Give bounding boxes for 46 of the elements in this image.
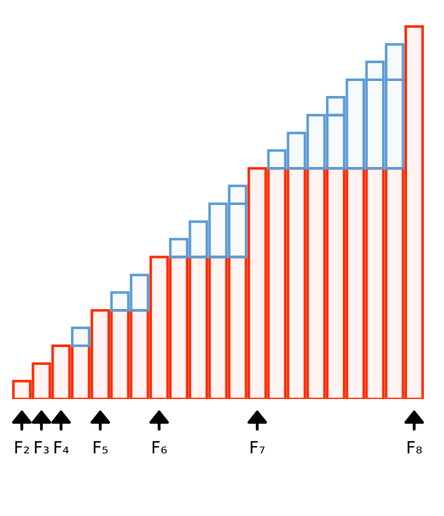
bar <box>208 256 228 399</box>
bar <box>90 309 110 399</box>
bar <box>306 167 326 399</box>
bar <box>306 114 326 170</box>
bar <box>286 132 306 170</box>
bar <box>326 167 346 399</box>
bar <box>365 60 385 81</box>
x-tick-label: F₄ <box>54 441 69 454</box>
bar <box>228 202 248 258</box>
bar <box>286 167 306 399</box>
bar <box>365 78 385 170</box>
bar <box>346 78 366 170</box>
bar <box>404 25 424 399</box>
bar <box>51 344 71 399</box>
bar <box>267 167 287 399</box>
bar <box>248 167 267 399</box>
bar <box>228 184 248 206</box>
bar <box>32 362 52 399</box>
bar <box>130 309 150 399</box>
x-tick-label: F₂ <box>15 441 29 454</box>
bar <box>384 78 404 170</box>
bar <box>110 291 130 312</box>
bar <box>70 326 90 347</box>
bar <box>188 220 208 258</box>
bar <box>326 96 346 116</box>
bar <box>365 167 385 399</box>
bar <box>208 202 228 258</box>
bar <box>130 274 150 312</box>
bar <box>188 256 208 399</box>
bar <box>384 167 404 399</box>
x-tick-label: F₇ <box>250 441 265 454</box>
bar <box>70 344 90 399</box>
bar <box>228 256 248 399</box>
bar <box>110 309 130 399</box>
bar <box>169 238 188 258</box>
bar <box>384 43 404 81</box>
x-tick-label: F₈ <box>408 441 422 454</box>
bar <box>12 380 32 399</box>
x-tick-label: F₅ <box>94 441 108 454</box>
bar <box>346 167 366 399</box>
bar <box>169 256 188 399</box>
x-tick-label: F₃ <box>34 441 49 454</box>
bar <box>149 256 169 399</box>
x-tick-label: F₆ <box>152 441 167 454</box>
bar <box>267 149 287 170</box>
bar <box>326 114 346 170</box>
